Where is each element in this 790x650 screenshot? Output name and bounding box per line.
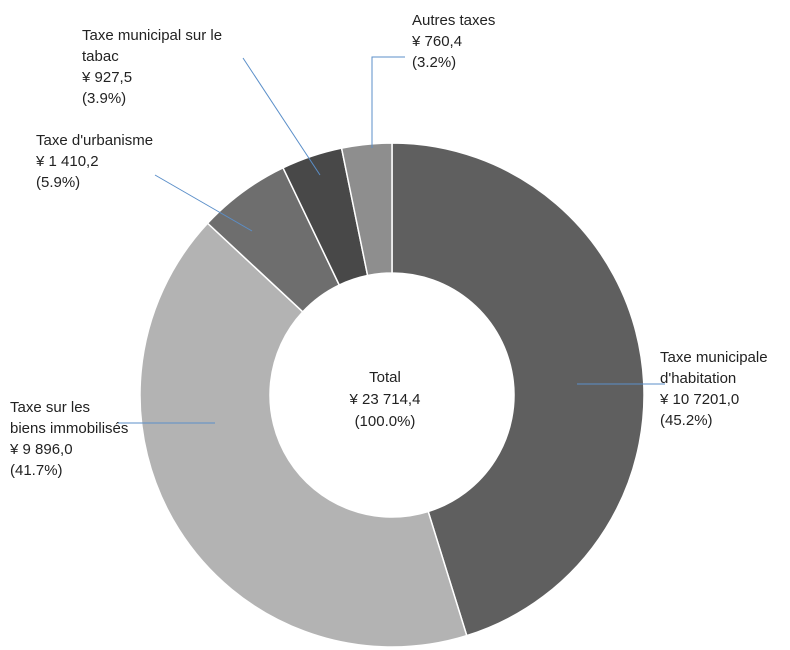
- center-total-label: Total ¥ 23 714,4 (100.0%): [315, 367, 455, 433]
- slice-label-taxe-habitation: Taxe municipale d'habitation ¥ 10 7201,0…: [660, 347, 790, 431]
- slice-percent: (45.2%): [660, 412, 713, 429]
- slice-label-autres: Autres taxes ¥ 760,4 (3.2%): [412, 10, 502, 73]
- slice-label-tabac: Taxe municipal sur le tabac ¥ 927,5 (3.9…: [82, 25, 262, 109]
- leader-line-tabac: [242, 57, 321, 176]
- leader-line-autres: [371, 56, 405, 148]
- slice-percent: (5.9%): [36, 174, 81, 191]
- slice-value: ¥ 1 410,2: [36, 153, 99, 170]
- total-title: Total: [369, 369, 401, 386]
- slice-percent: (3.9%): [82, 90, 127, 107]
- donut-slices: [139, 142, 645, 648]
- slice-taxe-habitation: [391, 142, 645, 637]
- total-percent: (100.0%): [354, 413, 416, 430]
- slice-name: Taxe municipale d'habitation: [660, 349, 768, 387]
- slice-value: ¥ 927,5: [82, 69, 133, 86]
- slice-percent: (3.2%): [412, 54, 457, 71]
- slice-name: Autres taxes: [412, 12, 496, 29]
- slice-name: Taxe municipal sur le tabac: [82, 27, 223, 65]
- slice-name: Taxe sur les biens immobilisés: [10, 399, 129, 437]
- slice-biens-immobilises: [139, 222, 468, 648]
- leader-line-urbanisme: [154, 174, 253, 232]
- slice-value: ¥ 760,4: [412, 33, 463, 50]
- slice-name: Taxe d'urbanisme: [36, 132, 154, 149]
- slice-percent: (41.7%): [10, 462, 63, 479]
- leader-lines: [118, 56, 665, 424]
- total-value: ¥ 23 714,4: [349, 391, 421, 408]
- slice-autres: [340, 142, 393, 277]
- slice-label-biens-immobilises: Taxe sur les biens immobilisés ¥ 9 896,0…: [10, 397, 130, 481]
- slice-value: ¥ 10 7201,0: [660, 391, 740, 408]
- slice-value: ¥ 9 896,0: [10, 441, 73, 458]
- slice-label-urbanisme: Taxe d'urbanisme ¥ 1 410,2 (5.9%): [36, 130, 156, 193]
